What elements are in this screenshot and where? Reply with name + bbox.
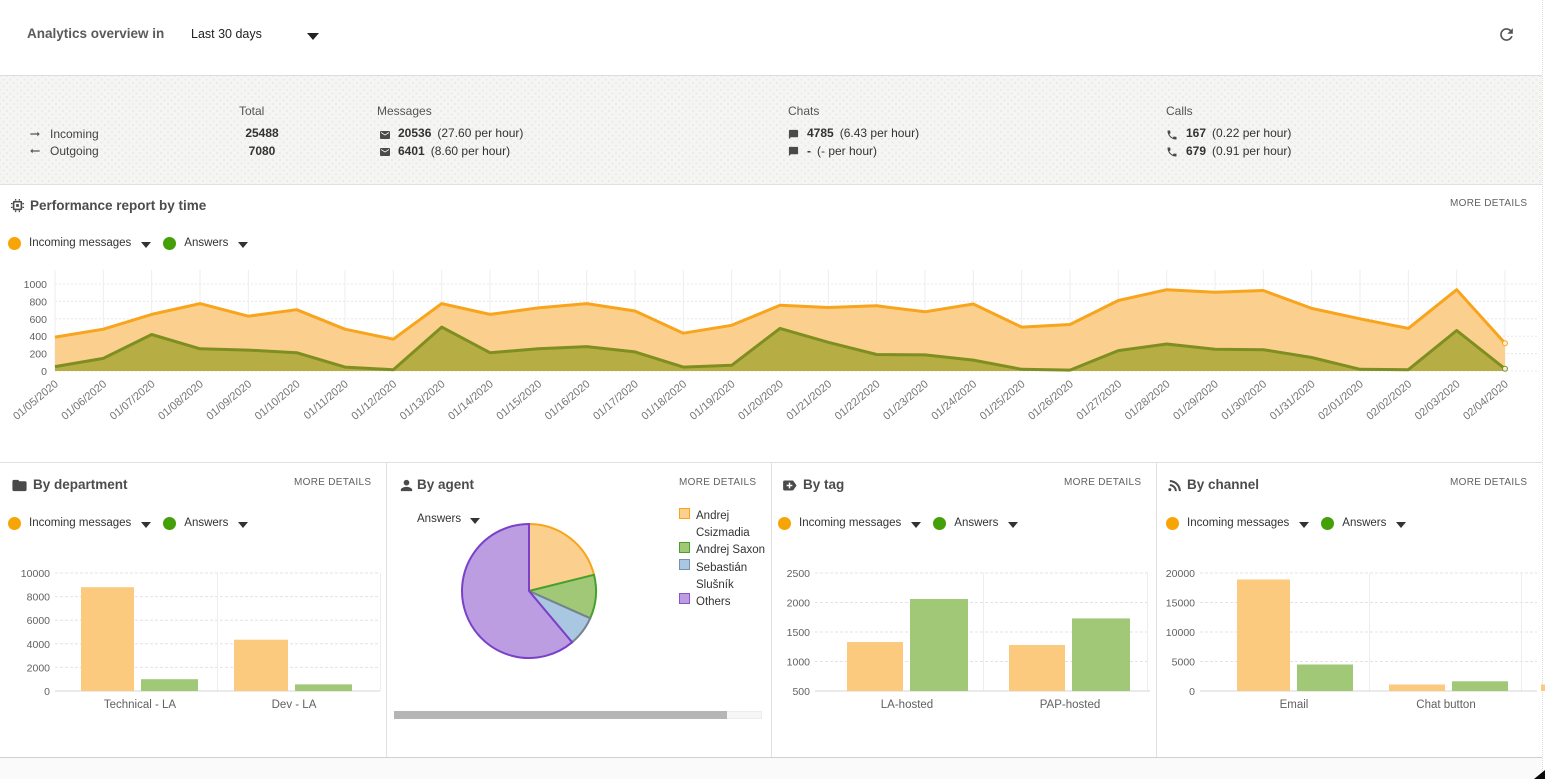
- svg-text:1000: 1000: [24, 279, 48, 291]
- svg-text:6000: 6000: [27, 615, 51, 627]
- svg-text:600: 600: [29, 314, 47, 326]
- svg-text:PAP-hosted: PAP-hosted: [1040, 699, 1101, 711]
- svg-text:200: 200: [29, 349, 47, 361]
- svg-text:8000: 8000: [27, 592, 51, 604]
- svg-text:1500: 1500: [787, 627, 811, 639]
- svg-text:Technical - LA: Technical - LA: [104, 699, 177, 711]
- svg-text:500: 500: [792, 686, 810, 698]
- svg-text:20000: 20000: [1166, 568, 1195, 580]
- svg-text:2000: 2000: [787, 598, 811, 610]
- svg-text:5000: 5000: [1172, 657, 1196, 669]
- svg-text:0: 0: [41, 366, 47, 378]
- svg-text:Email: Email: [1280, 699, 1309, 711]
- svg-text:0: 0: [44, 686, 50, 698]
- svg-text:Chat button: Chat button: [1416, 699, 1475, 711]
- svg-text:400: 400: [29, 331, 47, 343]
- svg-text:800: 800: [29, 296, 47, 308]
- svg-text:10000: 10000: [1166, 627, 1195, 639]
- svg-text:2000: 2000: [27, 662, 51, 674]
- svg-text:10000: 10000: [21, 568, 50, 580]
- svg-text:1000: 1000: [787, 657, 811, 669]
- svg-text:Dev - LA: Dev - LA: [272, 699, 317, 711]
- svg-text:4000: 4000: [27, 639, 51, 651]
- svg-text:15000: 15000: [1166, 598, 1195, 610]
- svg-text:2500: 2500: [787, 568, 811, 580]
- svg-text:LA-hosted: LA-hosted: [881, 699, 933, 711]
- svg-text:0: 0: [1189, 686, 1195, 698]
